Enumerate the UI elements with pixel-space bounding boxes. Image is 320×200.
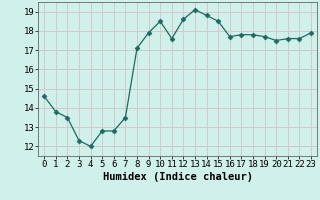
X-axis label: Humidex (Indice chaleur): Humidex (Indice chaleur): [103, 172, 252, 182]
